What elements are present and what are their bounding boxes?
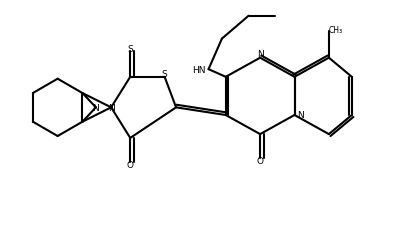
- Text: S: S: [127, 44, 133, 53]
- Text: HN: HN: [192, 65, 206, 74]
- Text: O: O: [127, 161, 134, 169]
- Text: O: O: [257, 157, 263, 166]
- Text: N: N: [92, 103, 99, 112]
- Text: N: N: [297, 111, 304, 120]
- Text: S: S: [162, 70, 168, 79]
- Text: N: N: [257, 50, 263, 59]
- Text: CH₃: CH₃: [329, 25, 343, 34]
- Text: N: N: [108, 103, 115, 112]
